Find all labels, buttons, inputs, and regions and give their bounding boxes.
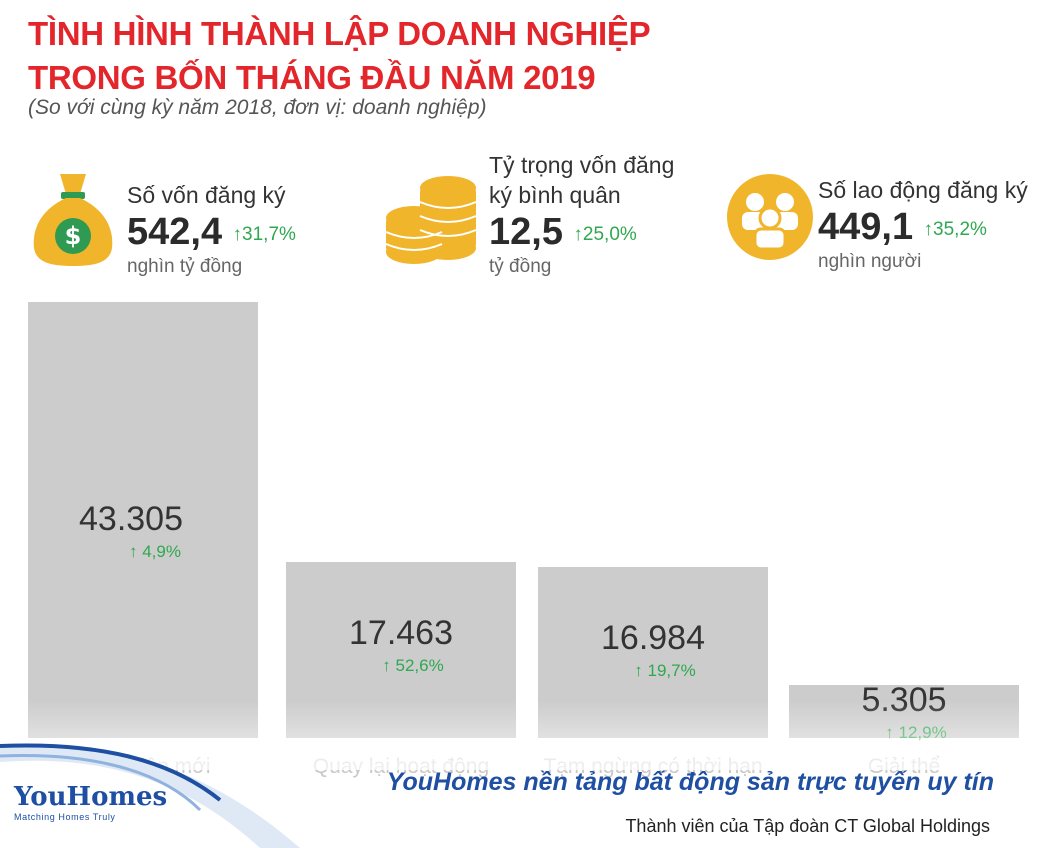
stat-change: ↑31,7%	[232, 224, 296, 245]
footer-slogan: YouHomes nền tảng bất động sản trực tuyế…	[386, 768, 994, 796]
bar-change-label: ↑ 4,9%	[129, 542, 181, 561]
stat-label: Tỷ trọng vốn đăng	[489, 152, 675, 178]
svg-text:$: $	[65, 222, 82, 250]
bar-value-label: 16.984	[601, 619, 705, 657]
stat-change: ↑35,2%	[923, 219, 987, 240]
arrow-up-icon: ↑	[232, 224, 243, 245]
bar-change-label: ↑ 52,6%	[382, 656, 444, 675]
bar-change-label: ↑ 19,7%	[634, 661, 696, 680]
arrow-up-icon: ↑	[573, 224, 583, 245]
logo-tagline: Matching Homes Truly	[14, 812, 116, 822]
people-icon	[727, 174, 813, 260]
stat-registered-capital: Số vốn đăng ký 542,4 ↑31,7% nghìn tỷ đồn…	[127, 180, 296, 280]
coins-icon	[385, 176, 477, 264]
stat-average-capital: Tỷ trọng vốn đăng ký bình quân 12,5 ↑25,…	[489, 150, 674, 280]
bar-value-label: 17.463	[349, 614, 453, 652]
logo-text: YouHomes	[14, 782, 168, 812]
bar-value-label: 43.305	[79, 500, 183, 538]
bottom-fade	[0, 700, 1040, 770]
stat-change: ↑25,0%	[573, 224, 637, 245]
youhomes-logo: YouHomes Matching Homes Truly	[14, 782, 168, 822]
stat-label-line-2: ký bình quân	[489, 182, 621, 208]
stat-unit: tỷ đồng	[489, 256, 552, 277]
title-line-1: TÌNH HÌNH THÀNH LẬP DOANH NGHIỆP	[28, 15, 651, 52]
subtitle: (So với cùng kỳ năm 2018, đơn vị: doanh …	[28, 96, 487, 119]
stat-unit: nghìn tỷ đồng	[127, 256, 243, 277]
page-title: TÌNH HÌNH THÀNH LẬP DOANH NGHIỆP TRONG B…	[28, 12, 651, 100]
stat-registered-labor: Số lao động đăng ký 449,1 ↑35,2% nghìn n…	[818, 175, 1028, 275]
stat-label: Số vốn đăng ký	[127, 182, 286, 208]
bar	[28, 302, 258, 738]
footer-wave	[0, 743, 300, 848]
footer-member: Thành viên của Tập đoàn CT Global Holdin…	[625, 816, 990, 836]
stat-value: 12,5	[489, 211, 563, 253]
title-line-2: TRONG BỐN THÁNG ĐẦU NĂM 2019	[28, 59, 596, 96]
stat-value: 542,4	[127, 211, 223, 253]
stat-label: Số lao động đăng ký	[818, 177, 1028, 203]
money-bag-icon: $	[33, 174, 113, 266]
arrow-up-icon: ↑	[923, 219, 934, 240]
stat-unit: nghìn người	[818, 251, 922, 272]
stat-value: 449,1	[818, 206, 914, 248]
